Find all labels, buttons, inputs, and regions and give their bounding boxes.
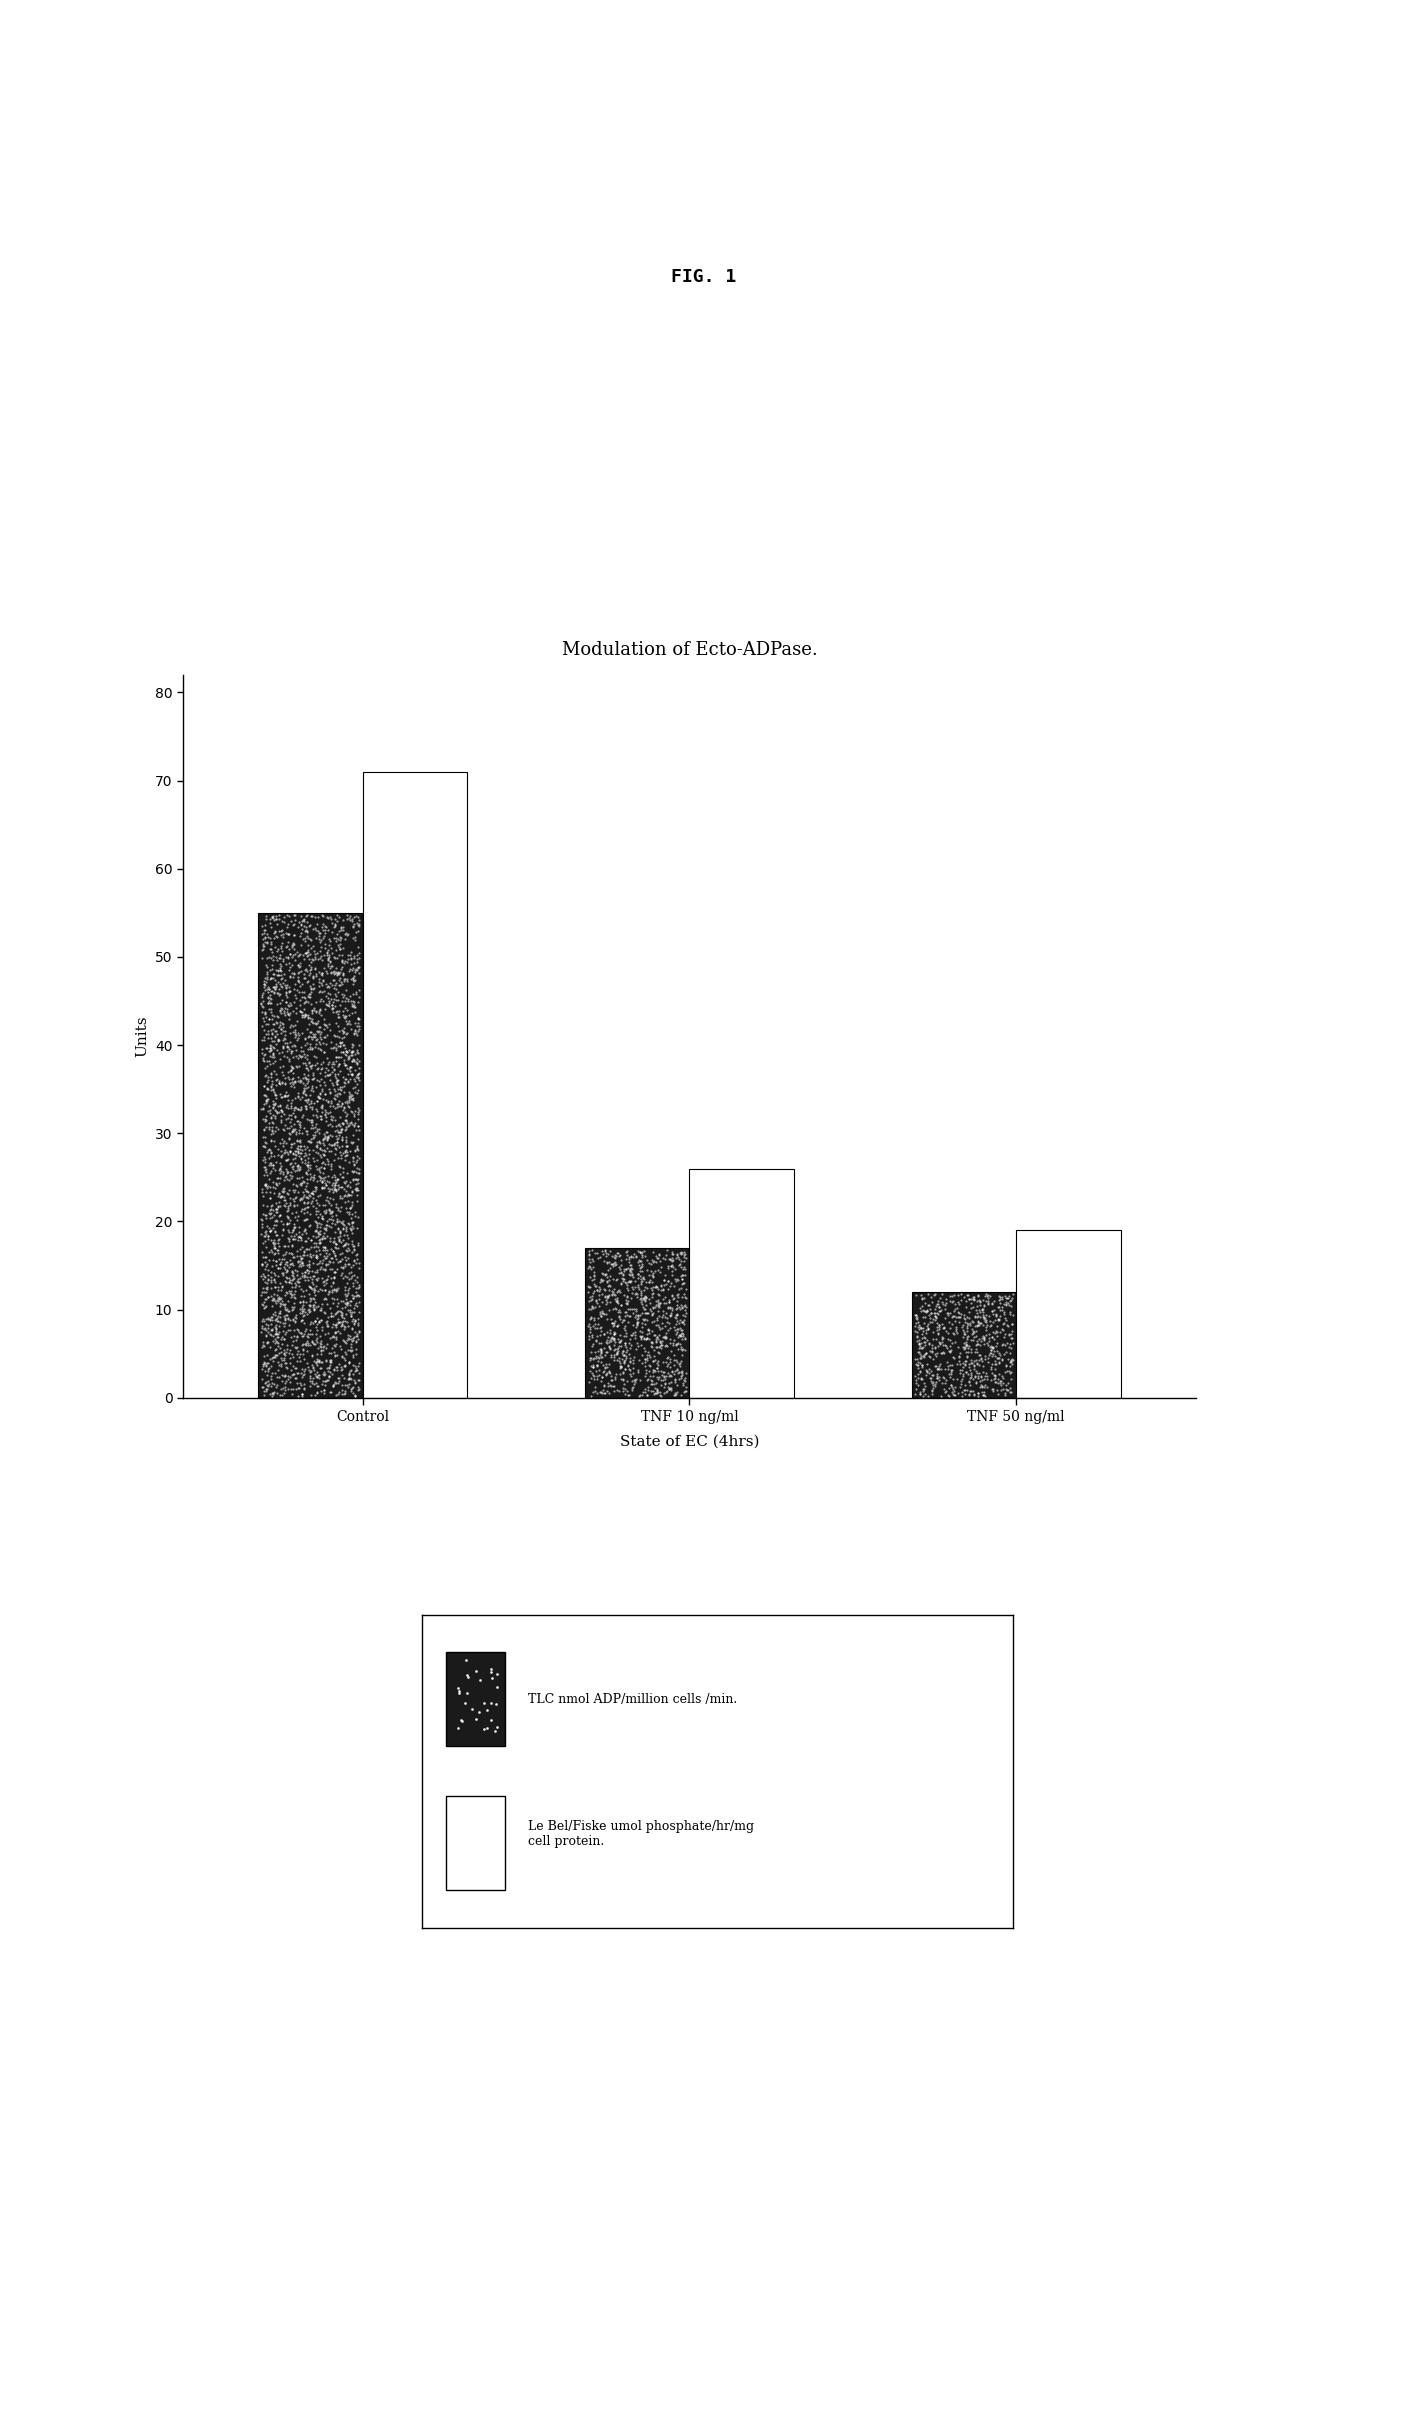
Text: FIG. 1: FIG. 1 [671,268,736,287]
Bar [363,771,467,1398]
Text: Le Bel/Fiske umol phosphate/hr/mg
cell protein.: Le Bel/Fiske umol phosphate/hr/mg cell p… [529,1820,754,1848]
Bar [1016,1229,1121,1398]
Bar [446,1795,505,1889]
Bar [585,1248,689,1398]
Title: Modulation of Ecto-ADPase.: Modulation of Ecto-ADPase. [561,641,817,660]
Y-axis label: Units: Units [135,1015,149,1058]
X-axis label: State of EC (4hrs): State of EC (4hrs) [619,1434,760,1448]
Bar [689,1169,794,1398]
Bar [257,913,363,1398]
Bar [912,1292,1016,1398]
Bar [446,1653,505,1747]
Text: TLC nmol ADP/million cells /min.: TLC nmol ADP/million cells /min. [529,1692,737,1706]
